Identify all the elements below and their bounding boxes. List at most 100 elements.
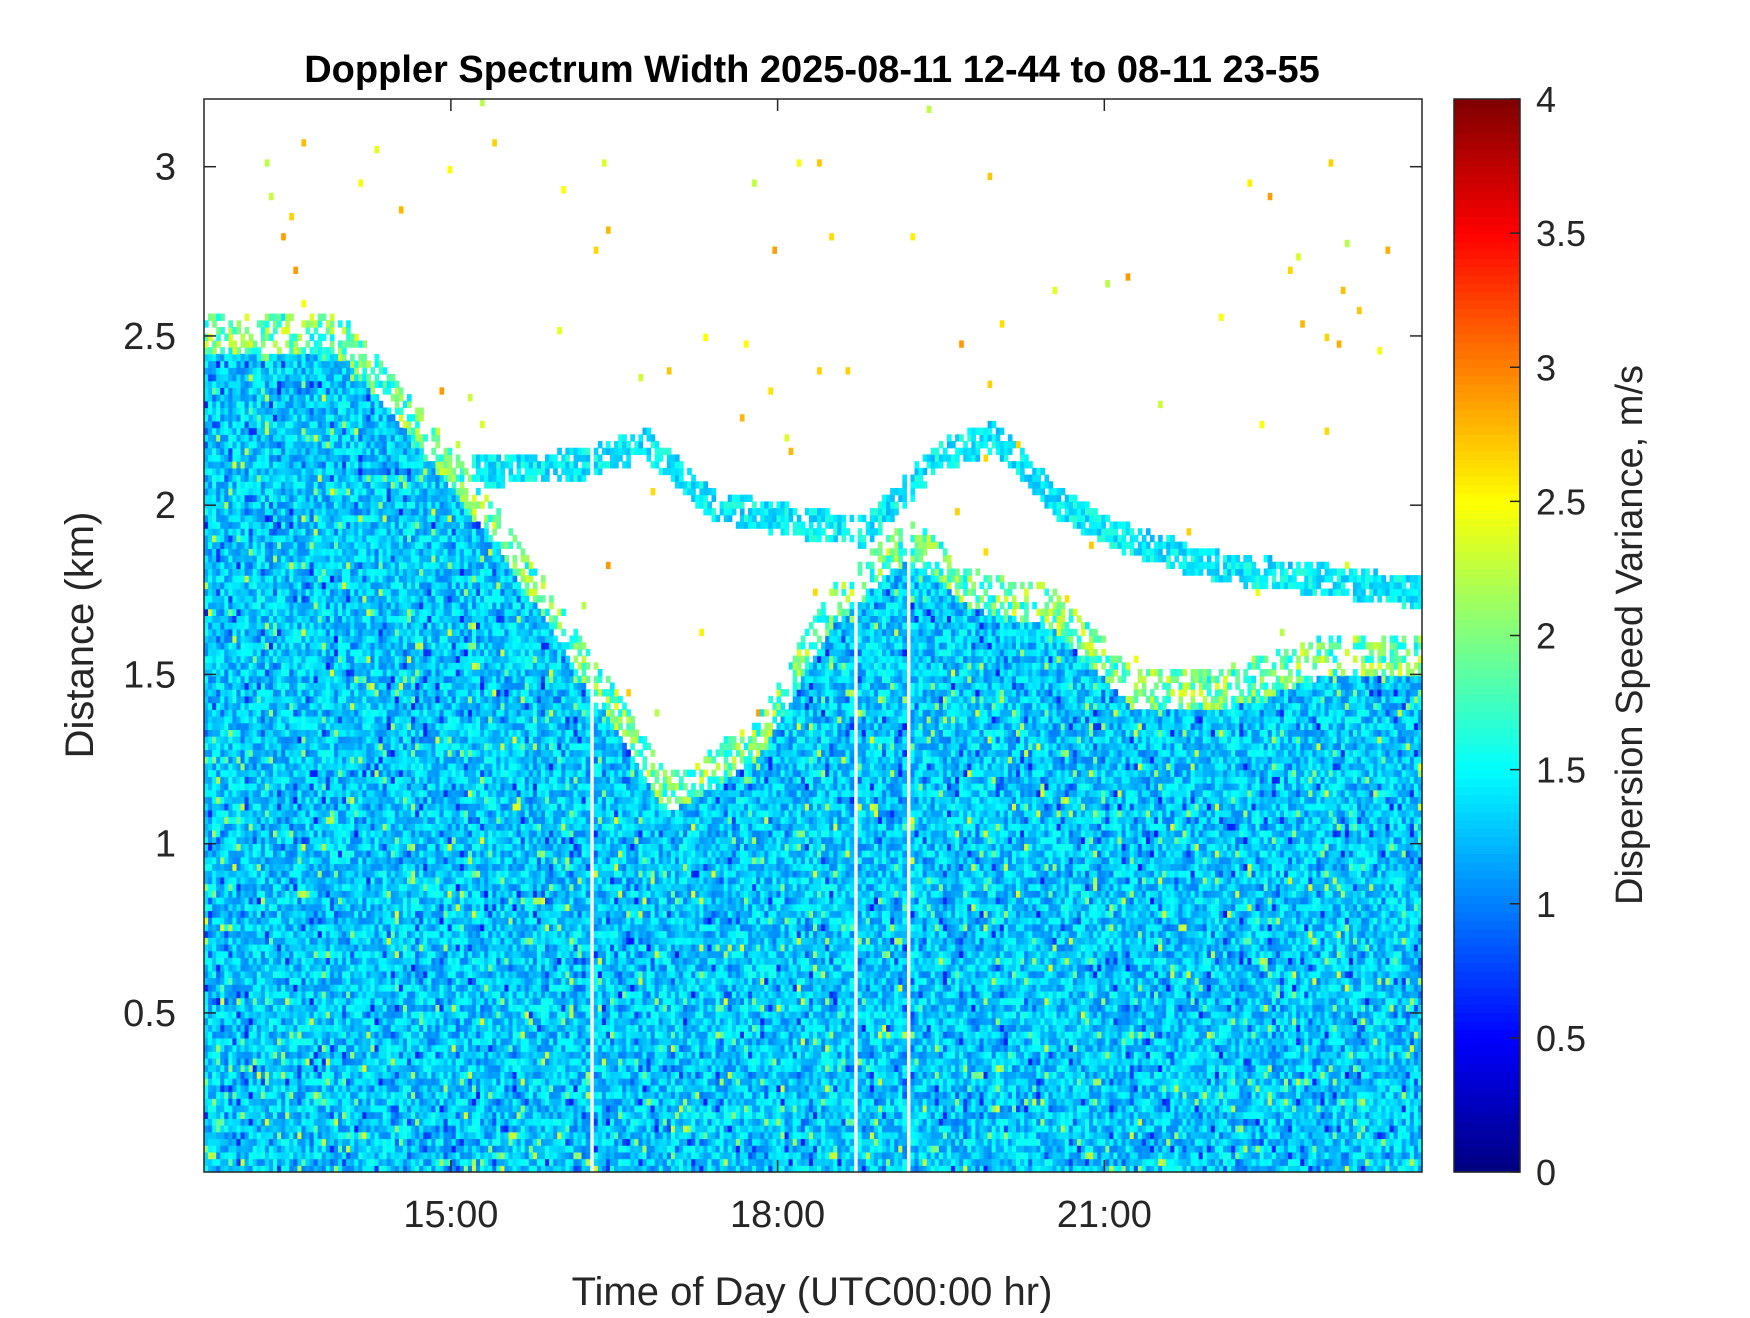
heatmap-cell bbox=[358, 568, 363, 575]
heatmap-cell bbox=[289, 729, 294, 736]
heatmap-cell bbox=[310, 387, 315, 394]
heatmap-cell bbox=[273, 562, 278, 569]
heatmap-cell bbox=[269, 535, 274, 542]
heatmap-cell bbox=[241, 622, 246, 629]
heatmap-cell bbox=[269, 696, 274, 703]
heatmap-cell bbox=[362, 1159, 367, 1166]
heatmap-cell bbox=[277, 850, 282, 857]
heatmap-cell bbox=[253, 1159, 258, 1166]
heatmap-cell bbox=[253, 1011, 258, 1018]
heatmap-cell bbox=[301, 555, 306, 562]
heatmap-cell bbox=[314, 763, 319, 770]
heatmap-cell bbox=[346, 575, 351, 582]
heatmap-cell bbox=[322, 521, 327, 528]
heatmap-cell bbox=[342, 837, 347, 844]
heatmap-cell bbox=[330, 1152, 335, 1159]
heatmap-cell bbox=[285, 441, 290, 448]
heatmap-cell bbox=[289, 1024, 294, 1031]
heatmap-cell bbox=[322, 1078, 327, 1085]
heatmap-cell bbox=[342, 910, 347, 917]
heatmap-cell bbox=[310, 528, 315, 535]
heatmap-cell bbox=[224, 1004, 229, 1011]
heatmap-cell bbox=[220, 448, 225, 455]
heatmap-cell bbox=[297, 454, 302, 461]
heatmap-cell bbox=[301, 1024, 306, 1031]
heatmap-cell bbox=[241, 481, 246, 488]
heatmap-cell bbox=[330, 354, 335, 361]
heatmap-cell bbox=[318, 555, 323, 562]
heatmap-cell bbox=[306, 1058, 311, 1065]
heatmap-cell bbox=[224, 407, 229, 414]
heatmap-cell bbox=[334, 448, 339, 455]
heatmap-cell bbox=[269, 662, 274, 669]
heatmap-cell bbox=[334, 978, 339, 985]
heatmap-cell bbox=[261, 743, 266, 750]
heatmap-cell bbox=[346, 320, 351, 327]
heatmap-cell bbox=[236, 407, 241, 414]
heatmap-cell bbox=[241, 1152, 246, 1159]
heatmap-cell bbox=[310, 656, 315, 663]
heatmap-cell bbox=[297, 696, 302, 703]
heatmap-cell bbox=[257, 656, 262, 663]
heatmap-cell bbox=[297, 582, 302, 589]
heatmap-cell bbox=[358, 1065, 363, 1072]
heatmap-cell bbox=[220, 991, 225, 998]
heatmap-cell bbox=[338, 1024, 343, 1031]
heatmap-cell bbox=[220, 555, 225, 562]
heatmap-cell bbox=[301, 723, 306, 730]
heatmap-cell bbox=[220, 763, 225, 770]
heatmap-cell bbox=[354, 1065, 359, 1072]
heatmap-cell bbox=[249, 1125, 254, 1132]
heatmap-cell bbox=[301, 796, 306, 803]
heatmap-cell bbox=[216, 575, 221, 582]
heatmap-cell bbox=[346, 951, 351, 958]
heatmap-cell bbox=[265, 676, 270, 683]
heatmap-cell bbox=[354, 374, 359, 381]
heatmap-cell bbox=[362, 636, 367, 643]
heatmap-cell bbox=[326, 1011, 331, 1018]
heatmap-cell bbox=[314, 1132, 319, 1139]
heatmap-cell bbox=[236, 548, 241, 555]
heatmap-cell bbox=[285, 501, 290, 508]
heatmap-cell bbox=[318, 495, 323, 502]
heatmap-cell bbox=[269, 857, 274, 864]
heatmap-cell bbox=[220, 850, 225, 857]
heatmap-cell bbox=[293, 770, 298, 777]
heatmap-cell bbox=[273, 367, 278, 374]
heatmap-cell bbox=[362, 562, 367, 569]
heatmap-cell bbox=[330, 1112, 335, 1119]
heatmap-cell bbox=[261, 750, 266, 757]
heatmap-cell bbox=[334, 729, 339, 736]
heatmap-cell bbox=[358, 709, 363, 716]
heatmap-cell bbox=[253, 656, 258, 663]
heatmap-cell bbox=[285, 1085, 290, 1092]
heatmap-cell bbox=[354, 595, 359, 602]
heatmap-cell bbox=[301, 803, 306, 810]
heatmap-cell bbox=[269, 508, 274, 515]
heatmap-cell bbox=[338, 1038, 343, 1045]
heatmap-cell bbox=[330, 441, 335, 448]
heatmap-cell bbox=[208, 374, 213, 381]
heatmap-cell bbox=[293, 1152, 298, 1159]
heatmap-cell bbox=[350, 528, 355, 535]
heatmap-cell bbox=[297, 1132, 302, 1139]
heatmap-cell bbox=[224, 870, 229, 877]
heatmap-cell bbox=[236, 1071, 241, 1078]
heatmap-cell bbox=[245, 1045, 250, 1052]
heatmap-cell bbox=[232, 367, 237, 374]
heatmap-cell bbox=[301, 957, 306, 964]
heatmap-cell bbox=[338, 374, 343, 381]
heatmap-cell bbox=[241, 602, 246, 609]
heatmap-cell bbox=[261, 1024, 266, 1031]
heatmap-cell bbox=[265, 830, 270, 837]
heatmap-cell bbox=[293, 823, 298, 830]
heatmap-cell bbox=[350, 924, 355, 931]
heatmap-cell bbox=[232, 428, 237, 435]
heatmap-cell bbox=[216, 1138, 221, 1145]
heatmap-cell bbox=[293, 568, 298, 575]
heatmap-cell bbox=[220, 756, 225, 763]
heatmap-cell bbox=[249, 629, 254, 636]
heatmap-cell bbox=[293, 1159, 298, 1166]
heatmap-cell bbox=[212, 508, 217, 515]
heatmap-cell bbox=[269, 1132, 274, 1139]
